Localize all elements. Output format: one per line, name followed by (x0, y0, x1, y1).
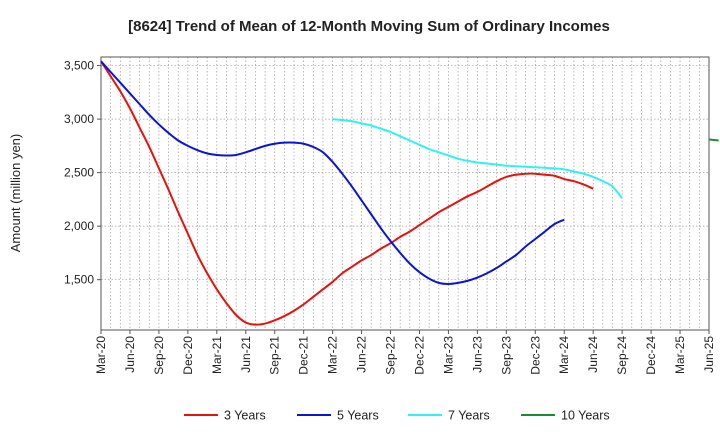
x-tick-label: Sep-21 (268, 336, 282, 375)
legend-label-5-years: 5 Years (337, 409, 379, 423)
y-tick-label: 2,000 (64, 219, 94, 233)
x-tick-label: Dec-22 (412, 336, 426, 375)
x-tick-label: Jun-21 (239, 336, 253, 373)
series-lines (100, 60, 719, 326)
x-tick-label: Jun-23 (470, 336, 484, 373)
legend-label-10-years: 10 Years (561, 409, 610, 423)
series-line-3-years (100, 60, 594, 326)
series-line-7-years (332, 118, 623, 199)
x-tick-label: Sep-22 (384, 336, 398, 375)
x-tick-label: Sep-20 (152, 336, 166, 375)
y-tick-label: 1,500 (64, 273, 94, 287)
chart-title: [8624] Trend of Mean of 12-Month Moving … (128, 18, 610, 35)
legend-label-3-years: 3 Years (224, 409, 266, 423)
x-tick-label: Jun-22 (355, 336, 369, 373)
x-tick-label: Mar-24 (557, 336, 571, 374)
x-tick-label: Dec-24 (644, 336, 658, 375)
legend: 3 Years 5 Years 7 Years 10 Years (184, 409, 610, 423)
x-tick-label: Jun-20 (123, 336, 137, 373)
x-tick-label: Jun-24 (586, 336, 600, 373)
x-tick-label: Mar-23 (441, 336, 455, 374)
plot-frame (100, 56, 710, 331)
y-tick-label: 3,500 (64, 59, 94, 73)
y-tick-label: 3,000 (64, 112, 94, 126)
x-tick-label: Mar-25 (673, 336, 687, 374)
y-axis-ticks: 1,500 2,000 2,500 3,000 3,500 (64, 59, 101, 287)
x-tick-label: Dec-20 (181, 336, 195, 375)
grid (101, 57, 709, 330)
series-line-10-years (708, 138, 719, 142)
x-tick-label: Mar-22 (326, 336, 340, 374)
x-tick-label: Dec-23 (528, 336, 542, 375)
series-line-5-years (100, 60, 565, 285)
x-tick-label: Dec-21 (297, 336, 311, 375)
y-tick-label: 2,500 (64, 166, 94, 180)
x-tick-label: Mar-20 (94, 336, 108, 374)
y-axis-label: Amount (million yen) (8, 134, 23, 253)
x-tick-label: Sep-24 (615, 336, 629, 375)
x-tick-label: Sep-23 (499, 336, 513, 375)
legend-label-7-years: 7 Years (448, 409, 490, 423)
x-tick-label: Jun-25 (702, 336, 716, 373)
x-axis-ticks: Mar-20 Jun-20 Sep-20 Dec-20 Mar-21 Jun-21 Sep-… (94, 330, 716, 375)
x-tick-label: Mar-21 (210, 336, 224, 374)
